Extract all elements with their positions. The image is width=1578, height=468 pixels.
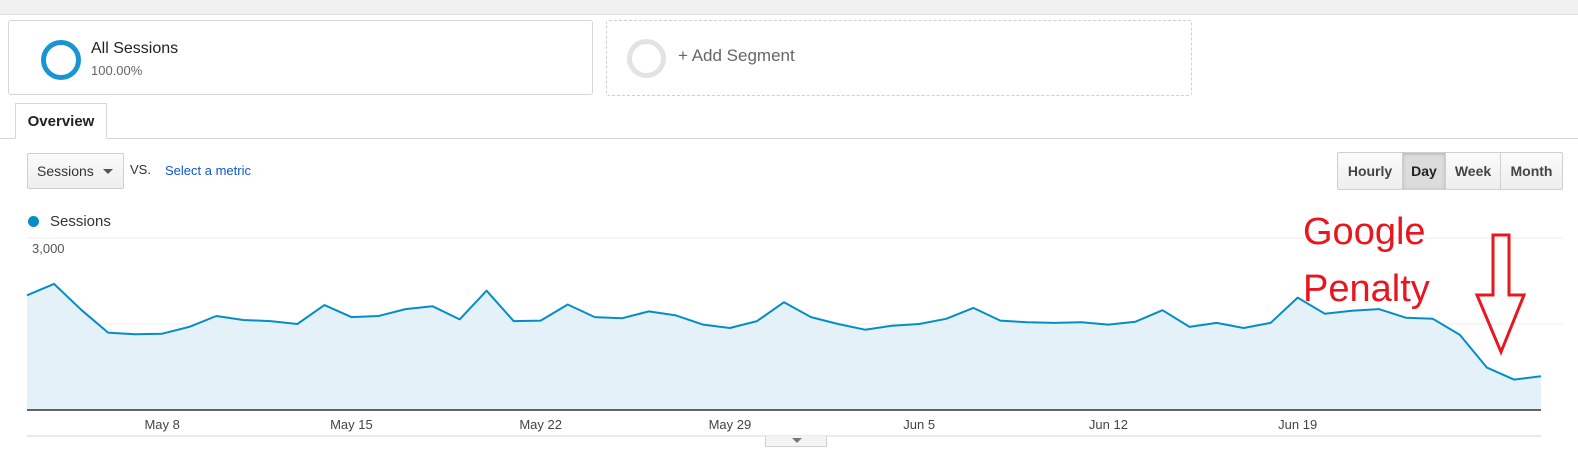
tab-divider <box>0 138 1578 139</box>
select-metric-link[interactable]: Select a metric <box>165 163 251 178</box>
legend-sessions-label: Sessions <box>50 213 111 230</box>
chevron-down-icon <box>792 438 802 443</box>
x-tick-label: May 22 <box>519 417 562 432</box>
time-granularity-buttons: Hourly Day Week Month <box>1337 152 1563 190</box>
empty-segment-icon <box>627 39 666 78</box>
add-segment-label: + Add Segment <box>678 46 795 65</box>
segment-donut-icon <box>41 40 81 80</box>
metric-dropdown-label: Sessions <box>37 163 94 179</box>
top-bar <box>0 0 1578 15</box>
x-tick-label: May 29 <box>709 417 752 432</box>
annotation-line-2: Penalty <box>1303 268 1430 310</box>
x-tick-label: Jun 12 <box>1089 417 1128 432</box>
x-tick-label: Jun 5 <box>903 417 935 432</box>
penalty-annotation: Google Penalty <box>1303 211 1527 356</box>
chart-collapse-handle[interactable] <box>765 436 827 447</box>
x-tick-label: May 15 <box>330 417 373 432</box>
sessions-line <box>26 282 1542 381</box>
week-button[interactable]: Week <box>1445 152 1501 190</box>
down-arrow-icon <box>1474 233 1527 356</box>
segment-percent: 100.00% <box>91 63 143 78</box>
chevron-down-icon <box>103 169 113 174</box>
segment-name: All Sessions <box>91 40 179 57</box>
month-button[interactable]: Month <box>1500 152 1563 190</box>
x-tick-label: Jun 19 <box>1278 417 1317 432</box>
vs-label: VS. <box>130 162 151 177</box>
metric-dropdown[interactable]: Sessions <box>27 153 124 189</box>
sessions-area <box>27 283 1541 410</box>
tab-overview[interactable]: Overview <box>15 103 107 139</box>
day-button[interactable]: Day <box>1402 152 1446 190</box>
add-segment-button[interactable]: + Add Segment <box>606 20 1192 96</box>
y-tick-label: 3,000 <box>32 241 65 256</box>
legend-sessions-dot <box>28 216 39 227</box>
segment-all-sessions[interactable]: All Sessions 100.00% <box>8 20 593 95</box>
x-tick-label: May 8 <box>144 417 179 432</box>
annotation-line-1: Google <box>1303 211 1426 253</box>
